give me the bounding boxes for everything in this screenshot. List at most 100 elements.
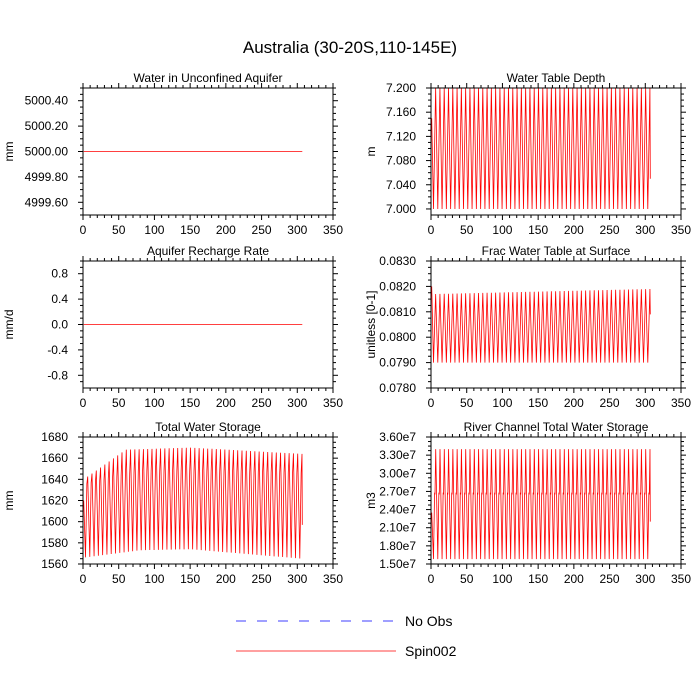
y-tick-label: 0.0830 [379, 254, 416, 268]
x-tick-label: 50 [112, 396, 126, 410]
x-tick-label: 350 [323, 396, 343, 410]
y-axis-label: m [364, 147, 378, 157]
y-tick-label: 3.60e7 [379, 430, 416, 444]
panel-title: Aquifer Recharge Rate [147, 244, 269, 258]
series-line [431, 286, 651, 363]
x-tick-label: 250 [600, 572, 620, 586]
series-line [431, 88, 651, 209]
x-tick-label: 50 [460, 396, 474, 410]
y-tick-label: 0.0810 [379, 305, 416, 319]
x-tick-label: 100 [492, 223, 512, 237]
x-tick-label: 250 [252, 572, 272, 586]
x-tick-label: 350 [671, 572, 691, 586]
y-tick-label: 1660 [41, 451, 68, 465]
panel-title: Total Water Storage [155, 420, 261, 434]
y-tick-label: 3.30e7 [379, 448, 416, 462]
chart-panel: Water Table Depth 0 50 100 150 200 250 300 350 7.… [364, 71, 691, 237]
y-tick-label: 0.4 [51, 292, 68, 306]
x-tick-label: 150 [180, 396, 200, 410]
x-tick-label: 250 [252, 396, 272, 410]
y-tick-label: 3.00e7 [379, 466, 416, 480]
x-tick-label: 100 [144, 223, 164, 237]
x-tick-label: 0 [428, 572, 435, 586]
panel-title: Water Table Depth [507, 71, 606, 85]
y-tick-label: 7.160 [386, 105, 416, 119]
series-line [83, 447, 303, 559]
y-tick-label: 0.0780 [379, 381, 416, 395]
x-tick-label: 200 [216, 223, 236, 237]
x-tick-label: 100 [492, 396, 512, 410]
x-tick-label: 0 [80, 396, 87, 410]
x-tick-label: 350 [323, 572, 343, 586]
x-tick-label: 0 [80, 223, 87, 237]
x-tick-label: 250 [600, 396, 620, 410]
y-tick-label: 7.000 [386, 202, 416, 216]
legend-label: No Obs [405, 613, 452, 629]
x-tick-label: 250 [600, 223, 620, 237]
x-tick-label: 350 [671, 223, 691, 237]
x-tick-label: 300 [287, 223, 307, 237]
y-tick-label: 5000.00 [25, 145, 69, 159]
legend: No Obs Spin002 [236, 613, 457, 659]
chart-panel: Frac Water Table at Surface 0 50 100 150 200 2… [364, 244, 691, 410]
panel-title: Water in Unconfined Aquifer [134, 71, 283, 85]
y-tick-label: 1.50e7 [379, 557, 416, 571]
x-tick-label: 300 [287, 396, 307, 410]
panels: Water in Unconfined Aquifer 0 50 100 150 200 2… [2, 71, 691, 586]
y-tick-label: 0.8 [51, 267, 68, 281]
series-line [431, 449, 651, 560]
panel-title: Frac Water Table at Surface [482, 244, 631, 258]
y-tick-label: 7.120 [386, 129, 416, 143]
y-axis-label: mm [2, 142, 16, 162]
y-tick-label: 5000.40 [25, 94, 69, 108]
x-tick-label: 300 [635, 223, 655, 237]
x-tick-label: 50 [460, 223, 474, 237]
y-axis-label: mm/d [2, 310, 16, 340]
x-tick-label: 350 [671, 396, 691, 410]
x-tick-label: 300 [635, 396, 655, 410]
x-tick-label: 300 [287, 572, 307, 586]
y-tick-label: -0.4 [47, 343, 68, 357]
panel-title: River Channel Total Water Storage [464, 420, 649, 434]
x-tick-label: 350 [323, 223, 343, 237]
x-tick-label: 300 [635, 572, 655, 586]
x-tick-label: 100 [492, 572, 512, 586]
x-tick-label: 0 [428, 223, 435, 237]
y-tick-label: 0.0790 [379, 356, 416, 370]
x-tick-label: 0 [80, 572, 87, 586]
y-tick-label: 1560 [41, 557, 68, 571]
x-tick-label: 200 [564, 572, 584, 586]
x-tick-label: 200 [216, 396, 236, 410]
y-tick-label: 1680 [41, 430, 68, 444]
y-tick-label: 1600 [41, 515, 68, 529]
y-tick-label: 5000.20 [25, 119, 69, 133]
y-tick-label: -0.8 [47, 368, 68, 382]
y-axis-label: unitless [0-1] [364, 290, 378, 358]
y-tick-label: 0.0800 [379, 330, 416, 344]
x-tick-label: 100 [144, 396, 164, 410]
y-tick-label: 4999.60 [25, 195, 69, 209]
x-tick-label: 150 [528, 396, 548, 410]
x-tick-label: 150 [528, 572, 548, 586]
x-tick-label: 0 [428, 396, 435, 410]
y-tick-label: 0.0820 [379, 279, 416, 293]
y-tick-label: 4999.80 [25, 170, 69, 184]
plot-frame [430, 260, 682, 389]
y-tick-label: 1640 [41, 472, 68, 486]
y-axis-label: m3 [364, 492, 378, 509]
figure-title: Australia (30-20S,110-145E) [243, 38, 457, 57]
x-tick-label: 150 [180, 572, 200, 586]
x-tick-label: 100 [144, 572, 164, 586]
x-tick-label: 150 [528, 223, 548, 237]
chart-panel: Water in Unconfined Aquifer 0 50 100 150 200 2… [2, 71, 343, 237]
chart-panel: Total Water Storage 0 50 100 150 200 250 300 350… [2, 420, 343, 586]
x-tick-label: 200 [564, 223, 584, 237]
y-tick-label: 2.40e7 [379, 503, 416, 517]
x-tick-label: 200 [564, 396, 584, 410]
y-tick-label: 7.080 [386, 154, 416, 168]
x-tick-label: 200 [216, 572, 236, 586]
y-tick-label: 7.040 [386, 178, 416, 192]
y-axis-label: mm [2, 491, 16, 511]
y-tick-label: 0.0 [51, 318, 68, 332]
